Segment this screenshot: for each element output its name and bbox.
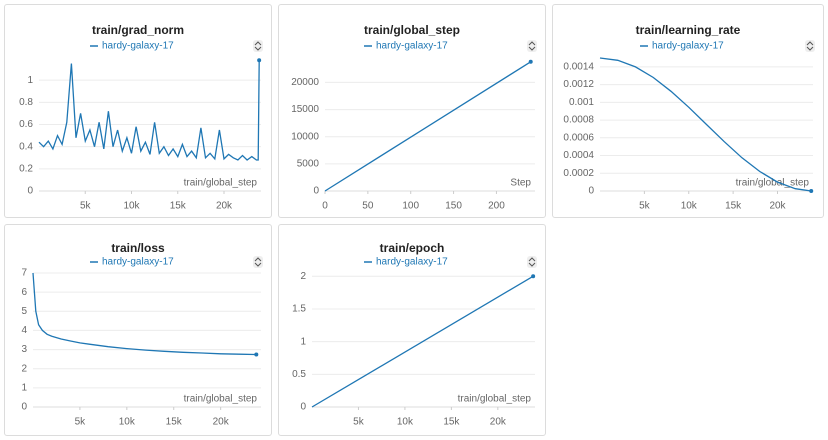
x-axis-label: train/global_step [736,178,810,189]
series-line [311,275,534,408]
x-tick-label: 5k [80,201,92,212]
chart: train/loss hardy-galaxy-17 0 1 2 3 4 5 6 7 5k 10k 15… [21,241,263,428]
y-tick-label: 0.4 [19,141,33,152]
x-axis-label: train/global_step [184,178,258,189]
x-tick-label: 20k [490,417,507,428]
series-line [32,272,257,356]
x-tick-label: 150 [445,201,462,212]
x-tick-label: 0 [322,201,328,212]
y-tick-label: 3 [21,344,27,355]
legend-label: hardy-galaxy-17 [102,41,174,52]
x-tick-label: 10k [397,417,414,428]
end-point [809,189,814,193]
x-tick-label: 5k [75,417,87,428]
y-tick-label: 1 [27,75,33,86]
x-tick-label: 5k [353,417,365,428]
y-tick-label: 4 [21,325,27,336]
x-tick-label: 10k [119,417,136,428]
y-tick-label: 0 [588,186,594,197]
x-tick-label: 50 [362,201,374,212]
y-tick-label: 15000 [291,104,319,115]
legend-menu-icon[interactable] [806,41,814,51]
legend-menu-icon[interactable] [254,257,262,267]
x-tick-label: 10k [123,201,140,212]
series-line [324,61,532,192]
chart-panel: train/epoch hardy-galaxy-17 0 0.5 1 1.5 2 5k 10k… [278,224,546,436]
chart-title: train/loss [111,241,165,255]
legend-label: hardy-galaxy-17 [102,257,174,268]
x-axis-label: train/global_step [458,394,532,405]
x-tick-label: 200 [488,201,505,212]
chart: train/epoch hardy-galaxy-17 0 0.5 1 1.5 2 5k 10k… [292,241,537,428]
legend-label: hardy-galaxy-17 [376,257,448,268]
chart: train/global_step hardy-galaxy-17 0 5000 100… [291,23,537,212]
legend-label: hardy-galaxy-17 [652,41,724,52]
x-tick-label: 15k [170,201,187,212]
y-tick-label: 2 [21,363,27,374]
y-tick-label: 0.0006 [563,132,594,143]
legend-menu-icon[interactable] [254,41,262,51]
y-tick-label: 10000 [291,131,319,142]
chart-title: train/global_step [364,23,460,37]
series-line [599,57,812,192]
y-tick-label: 0.001 [569,97,594,108]
y-tick-label: 5000 [297,158,320,169]
x-tick-label: 20k [769,201,786,212]
chart-title: train/learning_rate [636,23,741,37]
y-tick-label: 0.2 [19,163,33,174]
y-tick-label: 0.0004 [563,150,594,161]
x-tick-label: 20k [216,201,233,212]
y-tick-label: 5 [21,306,27,317]
end-point [254,352,259,357]
x-tick-label: 15k [166,417,183,428]
chart-title: train/grad_norm [92,23,184,37]
chart: train/grad_norm hardy-galaxy-17 0 0.2 0.4 0.6… [19,23,263,212]
legend-menu-button[interactable] [527,40,537,52]
chart-panel: train/loss hardy-galaxy-17 0 1 2 3 4 5 6 7 5k 10k 15… [4,224,272,436]
y-tick-label: 0.0014 [563,62,594,73]
legend-menu-button[interactable] [527,256,537,268]
x-axis-label: Step [510,178,531,189]
x-tick-label: 5k [639,201,651,212]
chart: train/learning_rate hardy-galaxy-17 0 0.000… [563,23,815,212]
chart-panel: train/learning_rate hardy-galaxy-17 0 0.000… [552,4,824,218]
x-tick-label: 15k [725,201,742,212]
end-point [528,59,533,64]
y-tick-label: 0 [21,402,27,413]
legend-menu-button[interactable] [805,40,815,52]
x-tick-label: 10k [681,201,698,212]
end-point [531,274,536,279]
y-tick-label: 0 [300,402,306,413]
end-point [257,58,262,63]
x-tick-label: 20k [213,417,230,428]
y-tick-label: 0.6 [19,119,33,130]
y-tick-label: 20000 [291,77,319,88]
series-line [38,60,260,161]
y-tick-label: 1 [300,336,306,347]
legend-menu-button[interactable] [253,40,263,52]
legend-menu-icon[interactable] [528,41,536,51]
legend-menu-button[interactable] [253,256,263,268]
x-axis-label: train/global_step [184,394,258,405]
y-tick-label: 0.0002 [563,168,594,179]
legend-label: hardy-galaxy-17 [376,41,448,52]
x-tick-label: 15k [443,417,460,428]
y-tick-label: 1.5 [292,304,306,315]
y-tick-label: 7 [21,268,27,279]
y-tick-label: 0.8 [19,97,33,108]
y-tick-label: 0 [27,186,33,197]
y-tick-label: 0.0008 [563,115,594,126]
x-tick-label: 100 [402,201,419,212]
y-tick-label: 2 [300,271,306,282]
chart-panel: train/global_step hardy-galaxy-17 0 5000 100… [278,4,546,218]
y-tick-label: 0 [313,186,319,197]
y-tick-label: 0.0012 [563,79,594,90]
chart-panel: train/grad_norm hardy-galaxy-17 0 0.2 0.4 0.6… [4,4,272,218]
chart-title: train/epoch [380,241,445,255]
y-tick-label: 1 [21,382,27,393]
y-tick-label: 0.5 [292,369,306,380]
y-tick-label: 6 [21,287,27,298]
legend-menu-icon[interactable] [528,257,536,267]
